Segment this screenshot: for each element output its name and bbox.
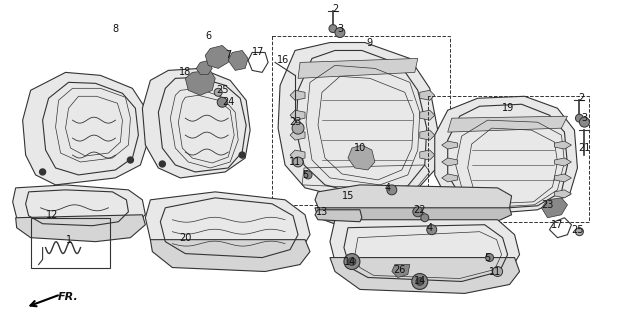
Polygon shape [23,72,148,185]
Polygon shape [298,59,418,78]
Polygon shape [555,174,571,182]
Circle shape [416,277,424,285]
Text: 18: 18 [179,68,191,77]
Circle shape [493,267,502,276]
Circle shape [421,214,429,222]
Polygon shape [228,51,248,70]
Text: 5: 5 [485,252,491,263]
Text: 19: 19 [501,103,514,113]
Circle shape [387,185,397,195]
Polygon shape [278,43,438,200]
Circle shape [335,28,345,37]
Text: 21: 21 [578,143,591,153]
Text: 22: 22 [413,205,426,215]
Polygon shape [290,90,305,100]
Text: 4: 4 [427,223,433,233]
Polygon shape [448,116,567,132]
Text: 26: 26 [394,265,406,275]
Polygon shape [330,220,520,282]
Circle shape [486,253,494,261]
Circle shape [579,117,590,127]
Polygon shape [146,192,310,260]
Text: 2: 2 [332,4,338,14]
Circle shape [218,97,227,107]
Polygon shape [13,185,146,232]
Text: 23: 23 [289,117,301,127]
Polygon shape [435,96,577,215]
Polygon shape [442,190,458,198]
Polygon shape [442,158,458,166]
Polygon shape [442,174,458,182]
Text: 3: 3 [337,24,343,34]
Polygon shape [442,141,458,149]
Text: 24: 24 [222,97,235,107]
Circle shape [576,228,583,236]
Circle shape [344,253,360,269]
Text: 16: 16 [277,55,289,65]
Circle shape [160,161,165,167]
Text: 4: 4 [385,183,391,193]
Polygon shape [16,215,146,242]
Polygon shape [197,60,212,74]
Circle shape [304,171,312,179]
Text: 3: 3 [581,113,588,123]
Circle shape [214,88,222,96]
Text: 25: 25 [571,225,584,235]
Polygon shape [555,141,571,149]
Polygon shape [142,68,250,178]
Text: 25: 25 [216,85,228,95]
Text: 15: 15 [342,191,354,201]
Polygon shape [420,90,435,100]
Text: 12: 12 [46,210,59,220]
Circle shape [427,225,437,235]
Circle shape [239,152,245,158]
Polygon shape [315,208,511,228]
Circle shape [411,274,428,289]
Text: 5: 5 [302,170,308,180]
Text: 13: 13 [316,207,328,217]
Polygon shape [185,70,215,95]
Text: 17: 17 [551,220,563,230]
Circle shape [576,114,583,122]
Circle shape [293,157,303,167]
Polygon shape [290,110,305,120]
Polygon shape [205,45,230,68]
Circle shape [413,207,423,217]
Polygon shape [420,150,435,160]
Circle shape [348,258,356,266]
Polygon shape [555,158,571,166]
Polygon shape [330,258,520,293]
Polygon shape [420,130,435,140]
Circle shape [329,25,337,33]
Polygon shape [290,130,305,140]
Text: 23: 23 [541,200,554,210]
Circle shape [292,122,304,134]
Polygon shape [420,110,435,120]
Polygon shape [541,198,567,218]
Polygon shape [392,265,410,277]
Text: 11: 11 [289,157,301,167]
Text: 17: 17 [252,47,265,58]
Circle shape [127,157,134,163]
Polygon shape [555,190,571,198]
Text: 8: 8 [113,24,118,34]
Text: 20: 20 [179,233,191,243]
Text: 9: 9 [367,37,373,47]
Polygon shape [290,150,305,160]
Text: FR.: FR. [58,292,79,302]
Text: 6: 6 [205,30,211,41]
Text: 11: 11 [488,267,501,276]
Text: 10: 10 [354,143,366,153]
Polygon shape [315,210,362,222]
Text: 1: 1 [66,235,72,245]
Text: 2: 2 [578,93,584,103]
Text: 14: 14 [344,257,356,267]
Polygon shape [150,240,310,271]
Polygon shape [348,145,375,170]
Text: 14: 14 [413,276,426,286]
Text: 7: 7 [225,51,232,60]
Polygon shape [315,185,511,220]
Circle shape [39,169,46,175]
